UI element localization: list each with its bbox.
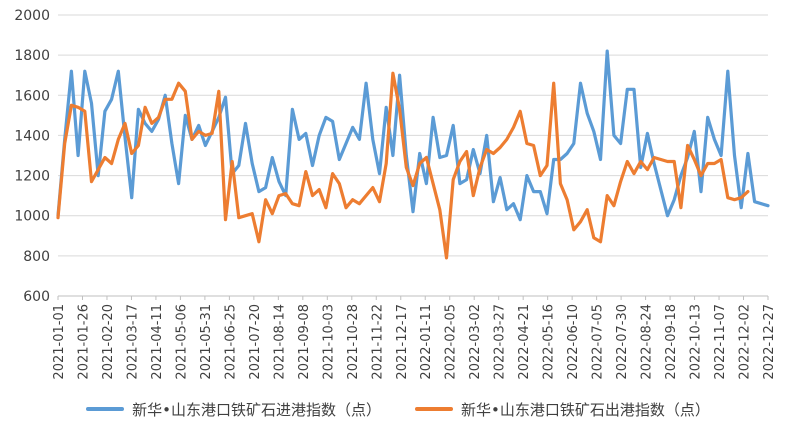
gridlines (58, 14, 768, 297)
x-tick-label: 2021-01-26 (76, 304, 91, 380)
y-tick-label: 800 (23, 249, 50, 265)
x-tick-label: 2022-11-07 (713, 304, 728, 380)
x-tick-label: 2022-12-27 (762, 304, 777, 380)
legend-item-inbound: 新华•山东港口铁矿石进港指数（点） (86, 399, 381, 420)
series-lines (56, 49, 770, 260)
x-tick-label: 2021-06-25 (223, 304, 238, 380)
legend: 新华•山东港口铁矿石进港指数（点） 新华•山东港口铁矿石出港指数（点） (0, 396, 796, 422)
y-tick-label: 600 (23, 289, 50, 305)
x-tick-label: 2021-09-08 (297, 304, 312, 380)
x-tick-label: 2021-11-22 (370, 304, 385, 380)
x-tick-label: 2021-05-31 (199, 304, 214, 380)
legend-item-outbound: 新华•山东港口铁矿石出港指数（点） (415, 399, 710, 420)
x-tick-label: 2021-03-17 (125, 304, 140, 380)
x-tick-label: 2021-04-11 (150, 304, 165, 380)
x-tick-label: 2021-10-03 (321, 304, 336, 380)
x-tick-label: 2021-01-01 (52, 304, 67, 380)
x-tick-label: 2021-10-28 (346, 304, 361, 380)
x-tick-label: 2022-01-11 (419, 304, 434, 380)
legend-label-outbound: 新华•山东港口铁矿石出港指数（点） (461, 400, 710, 419)
line-chart: 600 800 1000 1200 1400 1600 1800 2000 2021-01-0… (14, 8, 777, 380)
x-axis: 2021-01-01 2021-01-26 2021-02-20 2021-03-17… (52, 295, 777, 380)
y-tick-label: 1800 (14, 48, 50, 64)
x-tick-label: 2021-07-20 (248, 304, 263, 380)
y-tick-label: 1200 (14, 169, 50, 185)
x-tick-label: 2021-02-20 (101, 304, 116, 380)
legend-swatch-inbound (86, 407, 125, 411)
y-axis: 600 800 1000 1200 1400 1600 1800 2000 (14, 8, 50, 305)
legend-label-inbound: 新华•山东港口铁矿石进港指数（点） (132, 400, 381, 419)
series-line-outbound (56, 71, 750, 260)
x-tick-label: 2022-10-13 (689, 304, 704, 380)
y-tick-label: 1400 (14, 128, 50, 144)
y-tick-label: 2000 (14, 8, 50, 24)
y-tick-label: 1000 (14, 209, 50, 225)
x-tick-label: 2022-09-18 (664, 304, 679, 380)
x-tick-label: 2022-06-10 (566, 304, 581, 380)
x-tick-label: 2022-07-30 (615, 304, 630, 380)
x-tick-label: 2021-12-17 (395, 304, 410, 380)
x-tick-label: 2022-07-05 (591, 304, 606, 380)
x-tick-label: 2022-08-24 (640, 304, 655, 380)
x-tick-label: 2022-03-27 (493, 304, 508, 380)
x-tick-label: 2022-04-21 (517, 304, 532, 380)
x-tick-label: 2022-03-02 (468, 304, 483, 380)
x-tick-label: 2021-05-06 (174, 304, 189, 380)
series-line-inbound (56, 49, 770, 222)
x-tick-label: 2021-08-14 (272, 304, 287, 380)
x-tick-label: 2022-02-05 (444, 304, 459, 380)
legend-swatch-outbound (415, 407, 453, 411)
x-tick-label: 2022-12-02 (738, 304, 753, 380)
x-tick-label: 2022-05-16 (542, 304, 557, 380)
y-tick-label: 1600 (14, 88, 50, 104)
